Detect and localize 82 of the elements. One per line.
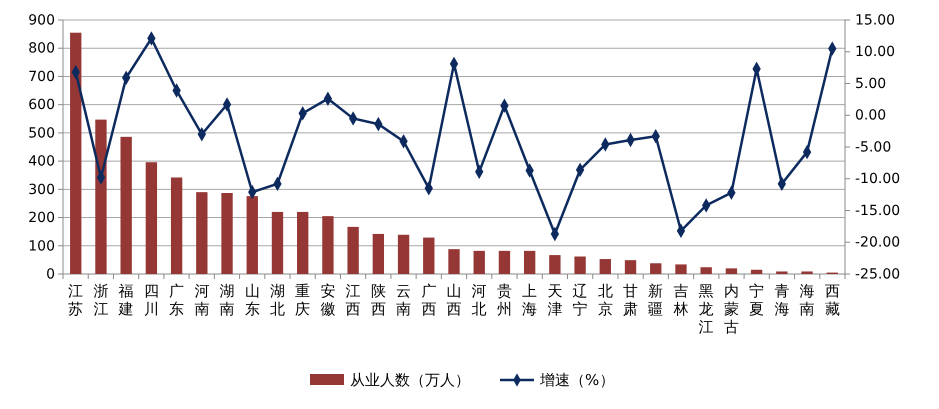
bar xyxy=(675,264,687,274)
x-tick-label: 青海 xyxy=(774,282,790,318)
y2-tick-label: 15.00 xyxy=(855,12,896,28)
x-tick-label: 北京 xyxy=(598,282,613,318)
x-tick-label: 甘肃 xyxy=(623,282,638,318)
x-tick-label: 河南 xyxy=(194,282,210,318)
x-tick-label: 陕西 xyxy=(370,282,386,318)
bar xyxy=(246,196,258,274)
bar xyxy=(448,249,460,274)
bar xyxy=(95,120,107,274)
x-tick-label: 广东 xyxy=(169,282,184,318)
bar xyxy=(801,271,813,274)
x-tick-label: 山东 xyxy=(244,282,260,318)
bar xyxy=(423,238,434,274)
y-tick-label: 900 xyxy=(28,12,55,28)
bar xyxy=(726,268,738,274)
x-tick-label: 江苏 xyxy=(68,282,84,318)
x-tick-label: 广西 xyxy=(421,282,436,318)
bar xyxy=(600,259,611,274)
bar xyxy=(524,250,536,274)
x-tick-label: 浙江 xyxy=(93,282,108,318)
x-tick-label: 四川 xyxy=(144,282,159,318)
bar xyxy=(776,271,788,274)
y2-tick-label: -10.00 xyxy=(855,171,900,188)
y-tick-label: 700 xyxy=(28,68,55,85)
x-tick-label: 海南 xyxy=(800,282,815,318)
y-tick-label: 600 xyxy=(28,97,55,114)
bar xyxy=(322,216,334,274)
bar xyxy=(170,177,182,274)
bar xyxy=(498,250,510,274)
x-tick-label: 重庆 xyxy=(295,282,310,318)
bar xyxy=(196,192,208,274)
x-tick-label: 吉林 xyxy=(672,282,688,318)
x-tick-label: 山西 xyxy=(446,282,462,318)
y-tick-label: 300 xyxy=(28,182,55,198)
y-tick-label: 400 xyxy=(28,154,55,170)
bar xyxy=(750,270,762,274)
y2-tick-label: 0.00 xyxy=(855,108,886,124)
bar xyxy=(272,212,284,274)
x-tick-label: 黑龙江 xyxy=(698,282,714,336)
x-tick-label: 河北 xyxy=(472,282,487,318)
y2-tick-label: -25.00 xyxy=(855,266,900,282)
bar xyxy=(474,250,485,274)
x-tick-label: 内蒙古 xyxy=(724,282,739,336)
bar xyxy=(372,234,384,274)
legend-label: 从业人数（万人） xyxy=(350,371,470,389)
bar xyxy=(549,255,561,274)
x-tick-label: 福建 xyxy=(118,282,134,318)
x-tick-label: 新疆 xyxy=(648,282,664,318)
x-tick-label: 宁夏 xyxy=(749,282,764,318)
y-tick-label: 800 xyxy=(28,40,55,57)
bar xyxy=(347,226,359,274)
bar xyxy=(700,267,712,274)
y-tick-label: 0 xyxy=(46,266,55,282)
x-tick-label: 贵州 xyxy=(496,282,512,318)
bar xyxy=(146,162,158,274)
x-tick-label: 湖南 xyxy=(220,282,235,318)
y2-tick-label: -20.00 xyxy=(855,234,900,251)
y-tick-label: 200 xyxy=(28,210,55,226)
x-tick-label: 上海 xyxy=(522,282,538,318)
legend-label: 增速（%） xyxy=(539,371,614,389)
bar xyxy=(70,32,82,274)
y2-tick-label: 10.00 xyxy=(855,44,896,60)
x-tick-label: 云南 xyxy=(396,282,412,318)
x-tick-label: 天津 xyxy=(547,282,562,318)
bar xyxy=(297,212,308,274)
y2-tick-label: 5.00 xyxy=(855,76,886,92)
y-tick-label: 100 xyxy=(28,238,55,254)
bar xyxy=(120,136,132,274)
y-tick-label: 500 xyxy=(28,125,55,142)
bar xyxy=(624,260,636,274)
x-tick-label: 湖北 xyxy=(270,282,285,318)
bar xyxy=(650,263,662,274)
x-tick-label: 江西 xyxy=(346,282,361,318)
y2-tick-label: -15.00 xyxy=(855,202,900,219)
x-tick-label: 西藏 xyxy=(824,282,840,318)
y2-tick-label: -5.00 xyxy=(855,139,892,156)
x-tick-label: 辽宁 xyxy=(572,282,588,318)
x-tick-label: 安徽 xyxy=(320,282,336,318)
bar xyxy=(398,234,410,274)
bar xyxy=(221,193,233,274)
bar xyxy=(574,256,586,274)
